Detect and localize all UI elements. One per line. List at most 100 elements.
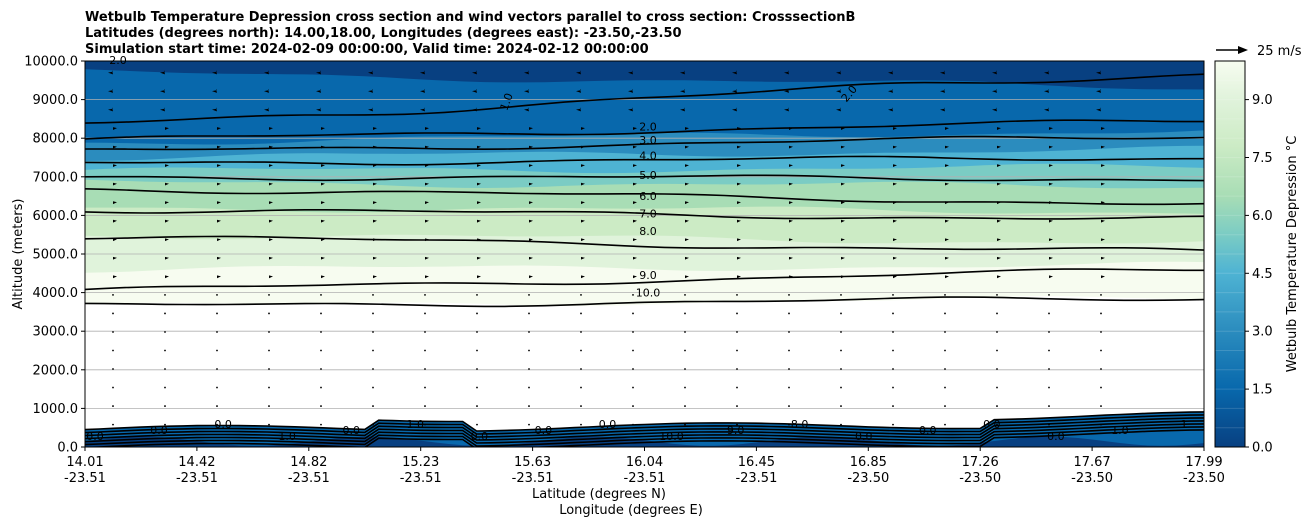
quiver-key: 25 m/s [1216, 44, 1302, 59]
wind-vector-10-16 [632, 368, 634, 370]
wind-vector-9-18 [580, 405, 582, 407]
wind-vector-18-1 [1044, 88, 1049, 93]
wind-vector-10-2 [628, 107, 633, 112]
wind-vector-18-6 [1049, 181, 1053, 186]
wind-vector-12-13 [736, 312, 738, 315]
wind-vector-14-2 [836, 107, 841, 112]
wind-vector-6-3 [425, 125, 429, 130]
wind-vector-1-11 [165, 274, 169, 279]
wind-vector-8-16 [528, 368, 530, 370]
x-tick-lat-2: 14.82 [290, 455, 327, 470]
wind-vector-10-8 [633, 218, 637, 223]
wind-vector-10-15 [632, 349, 634, 352]
x-tick-lon-9: -23.50 [1071, 471, 1113, 486]
wind-vector-19-19 [1100, 423, 1102, 426]
upper-contour-label-0: 1.0 [498, 91, 516, 112]
wind-vector-4-6 [321, 181, 325, 186]
wind-vector-9-12 [580, 294, 582, 296]
wind-vector-19-0 [1096, 70, 1101, 75]
wind-vector-6-14 [424, 331, 426, 333]
wind-vector-12-15 [736, 349, 738, 352]
wind-vector-19-5 [1101, 163, 1105, 168]
contour-line-7.0 [85, 209, 1204, 220]
wind-vector-16-12 [944, 294, 946, 296]
wind-vector-7-10 [477, 255, 481, 260]
y-tick-label-9: 9000.0 [33, 93, 79, 108]
wind-vector-2-5 [217, 163, 221, 168]
wind-vector-1-6 [165, 181, 169, 186]
wind-vector-17-7 [997, 200, 1001, 205]
wind-vector-4-5 [321, 163, 325, 168]
wind-vector-8-17 [528, 386, 530, 389]
wind-vector-2-16 [216, 368, 218, 370]
wind-vector-18-19 [1048, 423, 1050, 426]
wind-vector-7-19 [476, 423, 478, 426]
wind-vector-8-15 [528, 349, 530, 352]
wind-vector-0-9 [113, 237, 117, 242]
surface-contour-label-7: 0.0 [535, 424, 553, 437]
wind-vector-3-15 [268, 349, 270, 352]
wind-vector-6-16 [424, 368, 426, 370]
wind-vector-4-0 [316, 70, 321, 75]
wind-vector-4-11 [321, 274, 325, 279]
gridlines [85, 61, 1204, 447]
wind-vector-8-6 [529, 181, 533, 186]
wind-vector-12-3 [737, 125, 741, 130]
wind-vector-9-19 [580, 423, 582, 426]
wind-vector-11-19 [684, 423, 686, 426]
surface-layer [85, 411, 1204, 447]
wind-vector-17-4 [997, 144, 1001, 149]
x-tick-lat-8: 17.26 [962, 455, 999, 470]
wind-vector-14-1 [836, 88, 841, 93]
wind-vector-16-18 [944, 405, 946, 407]
wind-vector-19-7 [1101, 200, 1105, 205]
surface-contour-0 [85, 411, 1204, 432]
wind-vector-9-17 [580, 386, 582, 389]
wind-vector-6-18 [424, 405, 426, 407]
surface-contour-label-12: 0.0 [855, 430, 873, 443]
wind-vector-8-8 [529, 218, 533, 223]
wind-vector-18-3 [1049, 125, 1053, 130]
wind-vector-1-10 [165, 255, 169, 260]
wind-vector-1-0 [160, 70, 165, 75]
wind-vector-7-1 [472, 88, 477, 93]
wind-vector-2-4 [217, 144, 221, 149]
wind-vector-11-11 [685, 274, 689, 279]
wind-vector-8-11 [529, 274, 533, 279]
wind-vector-14-16 [840, 368, 842, 370]
wind-vector-16-2 [940, 107, 945, 112]
wind-vector-11-16 [684, 368, 686, 370]
wind-vector-15-8 [893, 218, 897, 223]
wind-vector-9-4 [581, 144, 585, 149]
wind-vector-15-14 [892, 331, 894, 333]
wind-vector-9-6 [581, 181, 585, 186]
surface-contour-label-8: 0.0 [599, 418, 617, 431]
wind-vector-12-14 [736, 331, 738, 333]
y-axis-label: Altitude (meters) [11, 199, 26, 310]
wind-vector-0-1 [108, 88, 113, 93]
wind-vector-0-17 [112, 386, 114, 389]
wind-vector-5-11 [373, 274, 377, 279]
wind-vector-14-8 [841, 218, 845, 223]
wind-vector-18-0 [1044, 70, 1049, 75]
wind-vector-8-3 [529, 125, 533, 130]
wind-vector-16-3 [945, 125, 949, 130]
wind-vector-4-15 [320, 349, 322, 352]
wind-vector-6-17 [424, 386, 426, 389]
wind-vector-6-13 [424, 312, 426, 315]
wind-vector-9-15 [580, 349, 582, 352]
wind-vector-11-12 [684, 294, 686, 296]
contour-label-8.0: 8.0 [639, 225, 657, 238]
wind-vector-11-13 [684, 312, 686, 315]
wind-vector-12-0 [732, 70, 737, 75]
wind-vector-13-14 [788, 331, 790, 333]
wind-vector-9-16 [580, 368, 582, 370]
wind-vector-14-5 [841, 163, 845, 168]
wind-vector-7-5 [477, 163, 481, 168]
wind-vector-5-8 [373, 218, 377, 223]
wind-vector-1-2 [160, 107, 165, 112]
wind-vector-15-2 [888, 107, 893, 112]
wind-vector-7-15 [476, 349, 478, 352]
wind-vector-14-19 [840, 423, 842, 426]
